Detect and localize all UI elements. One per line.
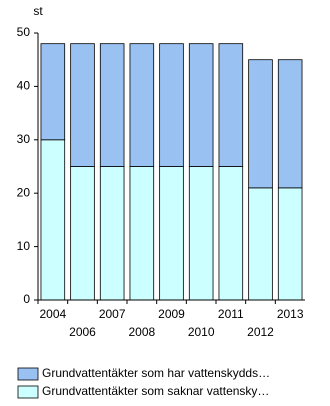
x-tick-label: 2012 xyxy=(247,325,274,339)
y-tick-label: 30 xyxy=(17,132,31,146)
x-tick-label: 2004 xyxy=(39,307,66,321)
x-tick-label: 2007 xyxy=(99,307,126,321)
bar-segment xyxy=(40,139,66,301)
bar-segment xyxy=(248,59,273,189)
legend-label: Grundvattentäkter som har vattenskydds… xyxy=(42,366,270,380)
bar-segment xyxy=(99,166,125,301)
y-tick-label: 40 xyxy=(17,79,31,93)
legend-swatch xyxy=(17,367,39,381)
x-tick-label: 2006 xyxy=(69,325,96,339)
bar-segment xyxy=(40,43,66,141)
x-tick-label: 2010 xyxy=(188,325,215,339)
bar-segment xyxy=(70,43,95,167)
y-axis-label: st xyxy=(33,4,43,18)
legend-label: Grundvattentäkter som saknar vattensky… xyxy=(42,384,269,398)
y-tick-label: 0 xyxy=(23,292,30,306)
x-tick-label: 2013 xyxy=(277,307,304,321)
x-tick-label: 2008 xyxy=(128,325,155,339)
bar-segment xyxy=(248,187,273,301)
bar-segment xyxy=(218,43,244,167)
bar-segment xyxy=(159,166,184,301)
bar-segment xyxy=(188,166,214,301)
bar-segment xyxy=(129,166,155,301)
legend-swatch xyxy=(17,385,39,399)
bar-segment xyxy=(159,43,184,167)
y-tick-label: 20 xyxy=(17,185,31,199)
bar-segment xyxy=(218,166,244,301)
x-tick-label: 2009 xyxy=(158,307,185,321)
bar-segment xyxy=(188,43,214,167)
y-tick-label: 50 xyxy=(17,25,31,39)
x-tick-label: 2011 xyxy=(218,307,244,321)
bar-segment xyxy=(129,43,155,167)
bar-segment xyxy=(99,43,125,167)
bar-segment xyxy=(277,187,303,301)
bar-segment xyxy=(70,166,95,301)
y-tick-label: 10 xyxy=(17,239,31,253)
bar-segment xyxy=(277,59,303,189)
